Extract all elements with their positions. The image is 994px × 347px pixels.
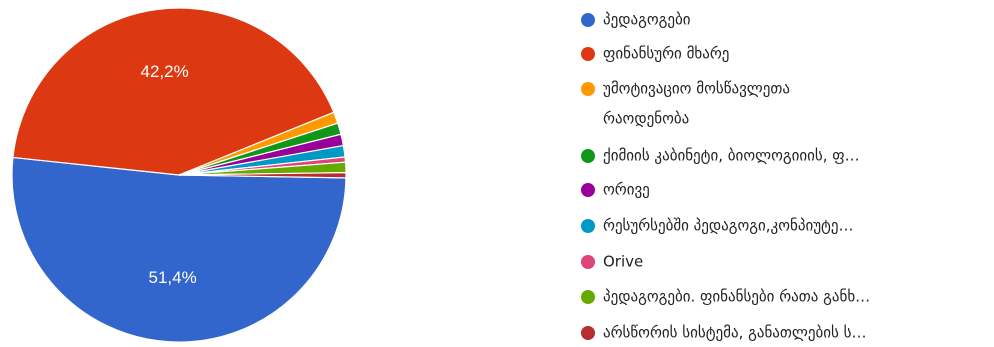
legend-marker-6 bbox=[581, 219, 595, 233]
legend-item-9[interactable]: არსწორის სისტემა, განათლების ს… bbox=[581, 324, 866, 342]
legend-item-7[interactable]: Orive bbox=[581, 253, 643, 271]
pie-slice-2[interactable] bbox=[12, 7, 335, 176]
legend-item-6[interactable]: რესურსებში პედაგოგი,კონპიუტე… bbox=[581, 217, 854, 235]
legend-label-3: უმოტივაციო მოსწავლეთა რაოდენობა bbox=[603, 80, 790, 128]
pie-slice-labels: 51,4% 42,2% bbox=[140, 62, 196, 287]
legend-marker-8 bbox=[581, 290, 595, 304]
legend-label-6: რესურსებში პედაგოგი,კონპიუტე… bbox=[603, 217, 854, 235]
legend-marker-1 bbox=[581, 13, 595, 27]
legend-label-1: პედაგოგები bbox=[603, 11, 691, 29]
legend-item-1[interactable]: პედაგოგები bbox=[581, 11, 691, 29]
legend-marker-3 bbox=[581, 82, 595, 96]
pie-slice-1[interactable] bbox=[11, 156, 347, 343]
legend-item-4[interactable]: ქიმიის კაბინეტი, ბიოლოგიიის, ფ… bbox=[581, 147, 860, 165]
legend-label-8: პედაგოგები. ფინანსები რათა განხ… bbox=[603, 288, 870, 306]
pie-slices bbox=[11, 7, 347, 343]
legend-label-5: ორივე bbox=[603, 181, 650, 199]
legend-marker-4 bbox=[581, 149, 595, 163]
slice-value-label-1: 51,4% bbox=[148, 268, 196, 287]
legend-label-4: ქიმიის კაბინეტი, ბიოლოგიიის, ფ… bbox=[603, 147, 860, 165]
legend-label-2: ფინანსური მხარე bbox=[603, 45, 729, 63]
legend-marker-9 bbox=[581, 326, 595, 340]
legend: პედაგოგები ფინანსური მხარე უმოტივაციო მოსწ… bbox=[581, 11, 870, 342]
legend-marker-7 bbox=[581, 255, 595, 269]
legend-item-2[interactable]: ფინანსური მხარე bbox=[581, 45, 729, 63]
legend-item-3[interactable]: უმოტივაციო მოსწავლეთა რაოდენობა bbox=[581, 80, 790, 128]
legend-item-5[interactable]: ორივე bbox=[581, 181, 650, 199]
legend-item-8[interactable]: პედაგოგები. ფინანსები რათა განხ… bbox=[581, 288, 870, 306]
slice-value-label-2: 42,2% bbox=[140, 62, 188, 81]
legend-marker-5 bbox=[581, 183, 595, 197]
legend-label-9: არსწორის სისტემა, განათლების ს… bbox=[603, 324, 866, 342]
legend-marker-2 bbox=[581, 47, 595, 61]
pie-slice-9[interactable] bbox=[178, 172, 347, 179]
legend-label-7: Orive bbox=[603, 253, 643, 271]
